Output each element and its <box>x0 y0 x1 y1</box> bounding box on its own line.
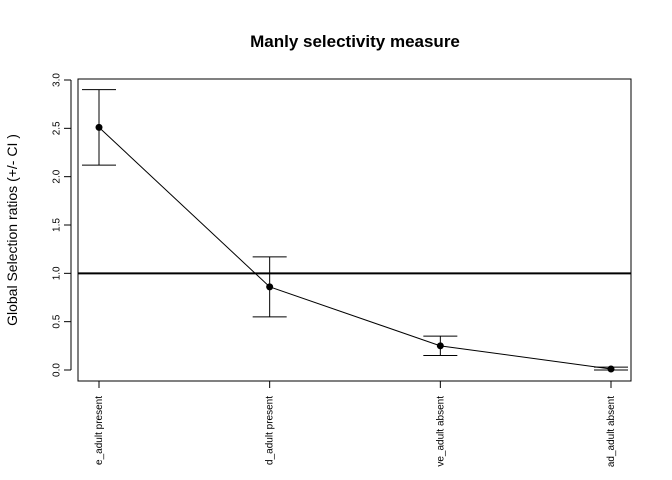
y-tick-label: 0.5 <box>52 314 63 328</box>
y-tick-label: 2.0 <box>52 169 63 183</box>
data-point <box>266 283 274 291</box>
y-tick-label: 2.5 <box>52 121 63 135</box>
x-tick-label: ad_adult absent <box>606 396 617 467</box>
y-tick-label: 1.5 <box>52 218 63 232</box>
x-tick-label: d_adult present <box>265 396 276 465</box>
data-point <box>436 342 444 350</box>
x-tick-label: e_adult present <box>94 396 105 465</box>
data-point <box>607 365 615 373</box>
x-axis: e_adult present d_adult present ve_adult a… <box>94 380 617 467</box>
y-tick-label: 3.0 <box>52 73 63 87</box>
chart-marks <box>78 89 631 373</box>
data-point <box>95 123 103 131</box>
x-tick-label: ve_adult absent <box>435 396 446 467</box>
series-line <box>98 127 612 370</box>
plot-frame <box>77 78 632 382</box>
y-tick-label: 1.0 <box>52 266 63 280</box>
y-tick-label: 0.0 <box>52 363 63 377</box>
chart-title: Manly selectivity measure <box>250 32 460 51</box>
y-axis: 0.0 0.5 1.0 1.5 2.0 2.5 3.0 <box>52 73 72 377</box>
y-axis-label: Global Selection ratios (+/- CI ) <box>4 134 20 326</box>
